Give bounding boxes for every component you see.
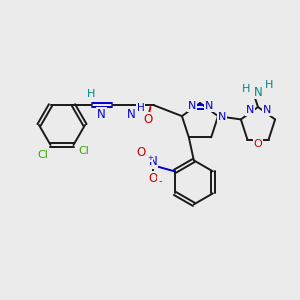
- Text: H: H: [87, 89, 96, 99]
- Text: N: N: [127, 108, 136, 121]
- Text: N: N: [254, 85, 262, 98]
- Text: Cl: Cl: [37, 150, 48, 160]
- Text: N: N: [188, 101, 196, 111]
- Text: H: H: [265, 80, 273, 90]
- Text: O: O: [136, 146, 146, 159]
- Text: H: H: [136, 103, 144, 113]
- Text: O: O: [148, 172, 158, 185]
- Text: N: N: [97, 108, 106, 121]
- Text: N: N: [263, 105, 271, 115]
- Text: H: H: [242, 84, 250, 94]
- Text: Cl: Cl: [78, 146, 89, 156]
- Text: O: O: [254, 139, 262, 149]
- Text: N: N: [246, 105, 254, 115]
- Text: +: +: [147, 155, 153, 161]
- Text: N: N: [205, 101, 213, 111]
- Text: -: -: [158, 176, 161, 186]
- Text: N: N: [218, 112, 226, 122]
- Text: N: N: [148, 155, 157, 168]
- Text: O: O: [144, 112, 153, 126]
